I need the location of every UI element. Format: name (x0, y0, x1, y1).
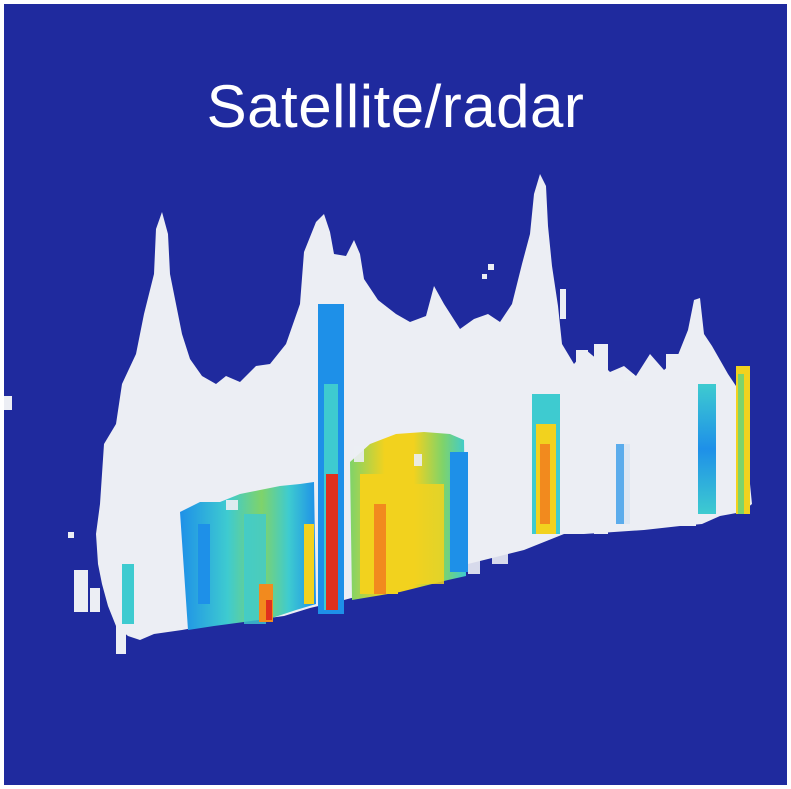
cloud-radar-rendering (4, 4, 787, 785)
visualization-panel: Satellite/radar (4, 4, 787, 785)
